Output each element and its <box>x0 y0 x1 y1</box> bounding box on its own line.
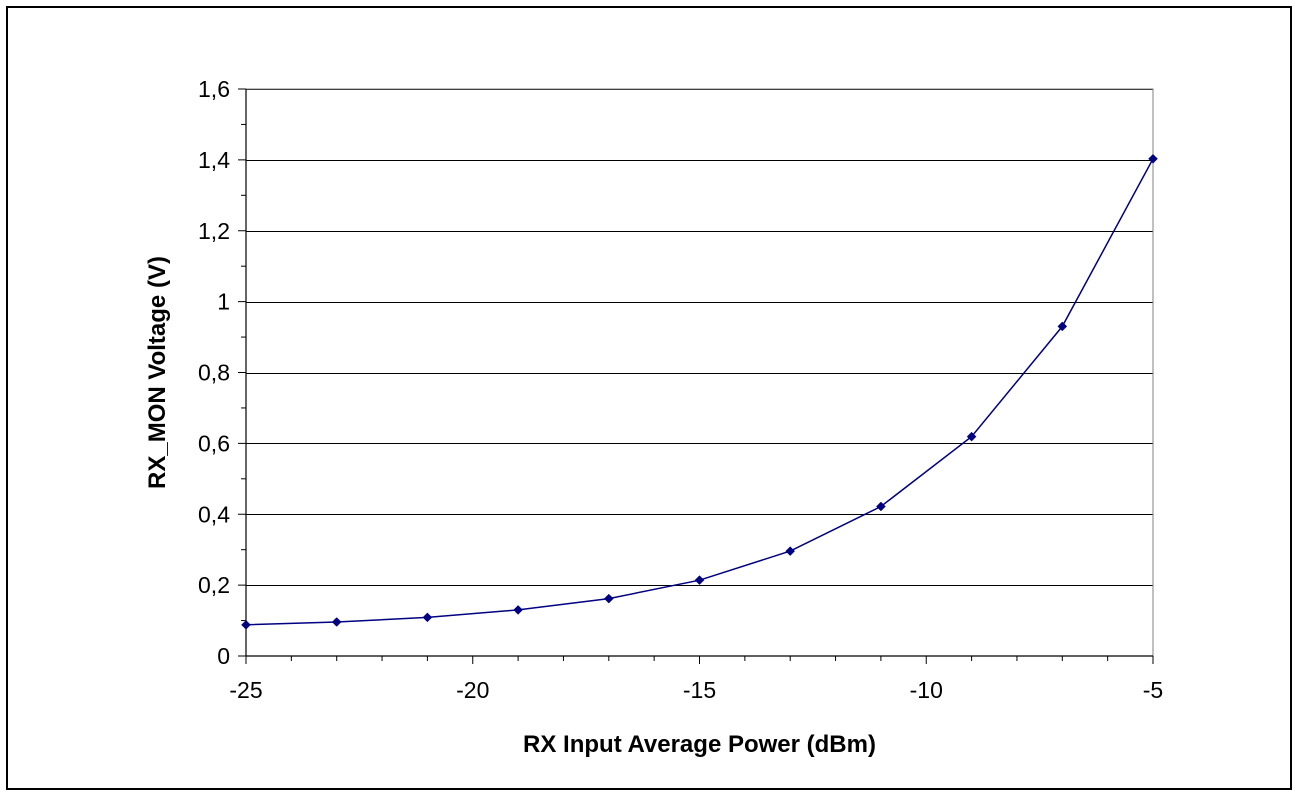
x-tick-label: -10 <box>910 677 943 703</box>
y-tick-label: 1,4 <box>198 147 230 173</box>
y-tick-label: 0,2 <box>198 572 230 598</box>
grid-lines <box>246 89 1153 586</box>
data-point <box>1057 321 1068 332</box>
data-point <box>1148 153 1158 164</box>
axes: 0 0,2 0,4 0,6 0,8 1 1,2 1,4 1,6 -25 -20 -15 -10 -5 <box>198 76 1163 703</box>
y-tick-label: 1,6 <box>198 76 230 102</box>
x-tick-label: -15 <box>683 677 716 703</box>
y-tick-label: 0,4 <box>198 501 230 527</box>
y-tick-label: 1,2 <box>198 218 230 244</box>
y-axis-title: RX_MON Voltage (V) <box>144 256 171 489</box>
data-point <box>241 619 251 630</box>
data-point <box>966 431 977 442</box>
x-tick-label: -25 <box>229 677 262 703</box>
y-tick-label: 1 <box>217 289 230 315</box>
series-layer <box>241 153 1158 630</box>
data-point <box>331 617 342 627</box>
data-point <box>422 612 433 623</box>
data-point <box>785 546 796 556</box>
data-point <box>876 501 886 512</box>
data-point <box>603 593 614 604</box>
y-tick-label: 0,8 <box>198 360 230 386</box>
plot-area <box>245 88 1154 657</box>
x-tick-label: -20 <box>456 677 489 703</box>
x-tick-label: -5 <box>1143 677 1163 703</box>
y-tick-label: 0 <box>217 643 230 669</box>
data-point <box>694 575 705 586</box>
data-point <box>513 605 523 615</box>
chart-frame <box>6 6 1292 790</box>
x-axis-title: RX Input Average Power (dBm) <box>523 731 876 758</box>
series-line <box>245 158 1154 626</box>
y-tick-label: 0,6 <box>198 430 230 456</box>
